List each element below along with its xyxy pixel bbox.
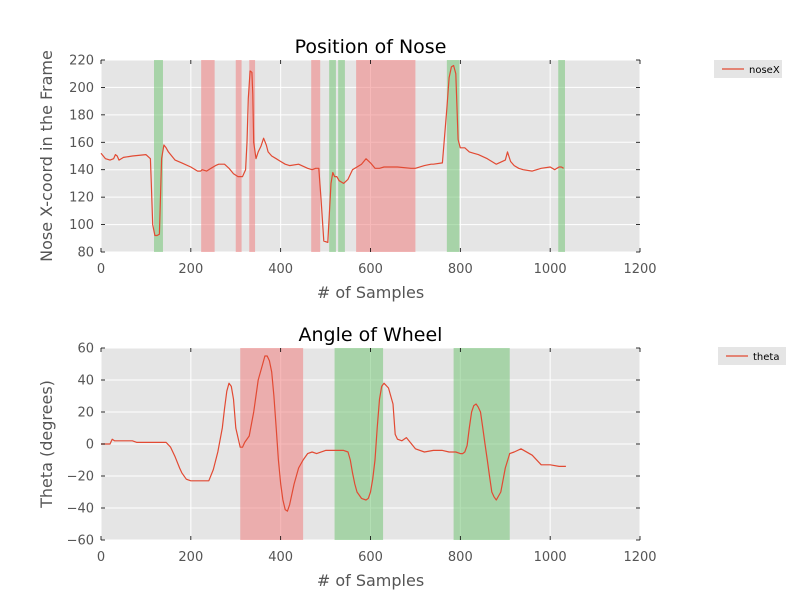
x-tick-label: 1000: [534, 262, 567, 277]
wheel-angle-chart: 0 200 400 600 800 1000 1200 −60 −40 −20 0 20 40 60 Ang…: [37, 324, 786, 590]
green-shaded-band: [338, 60, 345, 252]
red-shaded-band: [240, 348, 304, 540]
x-tick-label: 0: [97, 550, 105, 565]
x-tick-label: 200: [178, 550, 203, 565]
x-tick-label: 400: [268, 262, 293, 277]
green-shaded-band: [446, 60, 460, 252]
nose-position-chart: 0 200 400 600 800 1000 1200 80 100 120 140 160 180 20…: [37, 36, 782, 302]
green-shaded-band: [558, 60, 565, 252]
y-tick-label: −60: [67, 534, 94, 549]
y-tick-label: 220: [69, 54, 94, 69]
red-shaded-band: [356, 60, 416, 252]
y-axis-label: Theta (degrees): [37, 380, 56, 509]
y-tick-label: 180: [69, 108, 94, 123]
red-shaded-band: [201, 60, 215, 252]
x-tick-label: 800: [448, 550, 473, 565]
red-shaded-band: [249, 60, 256, 252]
legend-label: noseX: [749, 65, 780, 76]
legend-box: [718, 347, 786, 365]
y-tick-label: −40: [67, 502, 94, 517]
red-shaded-band: [311, 60, 321, 252]
x-axis-label: # of Samples: [317, 283, 424, 302]
series-line-noseX: [100, 64, 564, 243]
x-tick-label: 800: [448, 262, 473, 277]
x-tick-label: 600: [358, 550, 383, 565]
green-shaded-band: [453, 348, 510, 540]
x-tick-label: 1000: [534, 550, 567, 565]
y-axis-label: Nose X-coord in the Frame: [37, 50, 56, 262]
x-axis-label: # of Samples: [317, 571, 424, 590]
x-tick-label: 1200: [623, 550, 656, 565]
x-tick-label: 200: [178, 262, 203, 277]
green-shaded-band: [329, 60, 336, 252]
y-tick-label: 40: [77, 374, 94, 389]
y-tick-label: 200: [69, 81, 94, 96]
y-tick-label: 100: [69, 218, 94, 233]
green-shaded-band: [154, 60, 163, 252]
y-tick-label: 160: [69, 136, 94, 151]
y-tick-label: 0: [86, 438, 94, 453]
y-tick-label: 120: [69, 191, 94, 206]
y-tick-label: −20: [67, 470, 94, 485]
chart-title: Position of Nose: [295, 36, 447, 58]
y-tick-label: 60: [77, 342, 94, 357]
x-tick-label: 0: [97, 262, 105, 277]
red-shaded-band: [235, 60, 242, 252]
y-tick-label: 80: [77, 246, 94, 261]
chart-title: Angle of Wheel: [299, 324, 443, 346]
x-tick-label: 600: [358, 262, 383, 277]
y-tick-label: 20: [77, 406, 94, 421]
x-tick-label: 1200: [623, 262, 656, 277]
green-shaded-band: [334, 348, 384, 540]
y-tick-label: 140: [69, 163, 94, 178]
x-tick-label: 400: [268, 550, 293, 565]
legend-box: [714, 60, 782, 78]
legend-label: theta: [753, 352, 779, 363]
series-line-theta: [101, 355, 566, 512]
